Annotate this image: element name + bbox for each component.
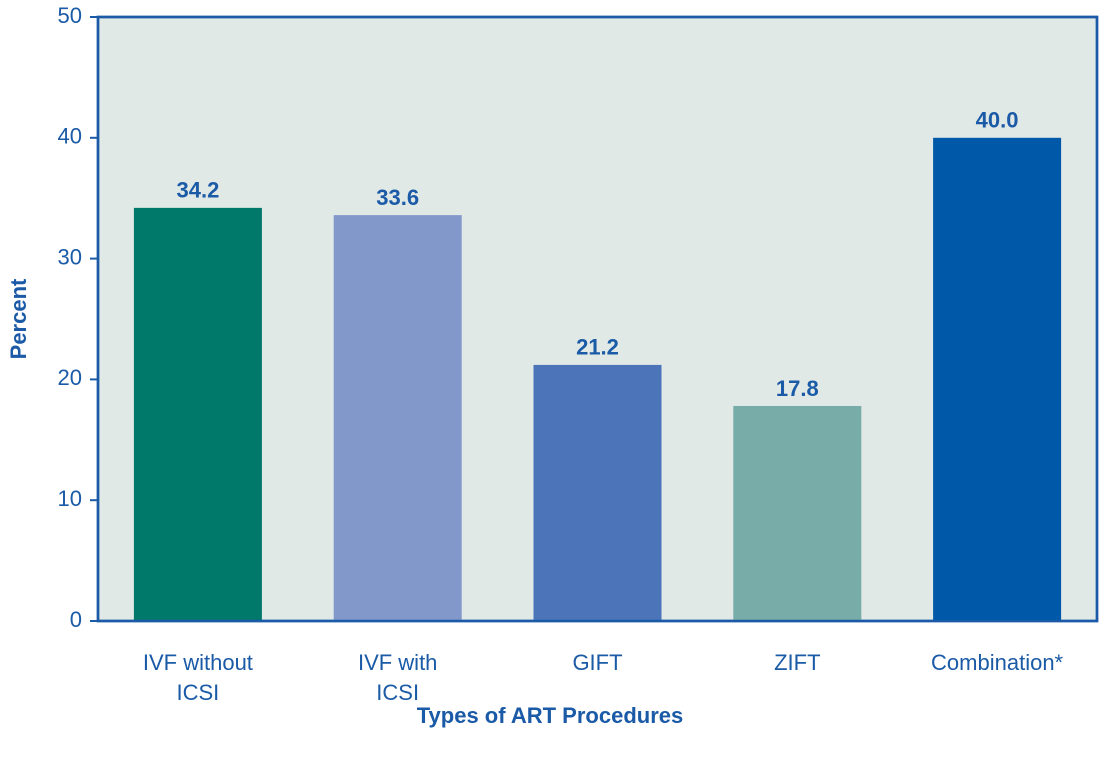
value-label: 21.2 bbox=[576, 335, 619, 360]
value-label: 33.6 bbox=[376, 185, 419, 210]
y-tick-label: 30 bbox=[58, 244, 82, 269]
bar bbox=[733, 405, 862, 621]
bar bbox=[133, 207, 262, 621]
y-tick-label: 0 bbox=[70, 607, 82, 632]
x-tick-label: IVF with ICSI bbox=[358, 650, 437, 705]
value-label: 17.8 bbox=[776, 376, 819, 401]
y-tick-label: 50 bbox=[58, 3, 82, 28]
bar bbox=[933, 137, 1062, 622]
x-tick-label: Combination* bbox=[931, 650, 1064, 675]
x-axis-title: Types of ART Procedures bbox=[417, 703, 684, 728]
value-label: 34.2 bbox=[176, 178, 219, 203]
bar bbox=[533, 364, 662, 621]
y-axis-title: Percent bbox=[6, 278, 31, 359]
plot-frame bbox=[96, 15, 1099, 623]
x-tick-label: ZIFT bbox=[774, 650, 820, 675]
y-tick-label: 40 bbox=[58, 124, 82, 149]
bar bbox=[333, 215, 462, 621]
value-label: 40.0 bbox=[976, 108, 1019, 133]
x-tick-label: IVF without ICSI bbox=[143, 650, 253, 705]
x-tick-label: GIFT bbox=[572, 650, 622, 675]
y-tick-label: 20 bbox=[58, 365, 82, 390]
y-tick-label: 10 bbox=[58, 486, 82, 511]
